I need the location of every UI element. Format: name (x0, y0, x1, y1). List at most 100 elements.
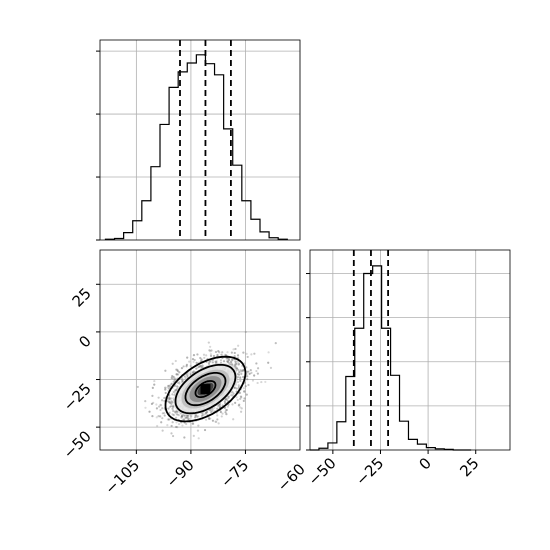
sample-point (245, 366, 248, 369)
sample-point (156, 424, 159, 428)
sample-point (248, 372, 251, 375)
sample-point (191, 422, 194, 425)
sample-point (237, 384, 240, 387)
sample-point (224, 409, 228, 412)
sample-point (246, 355, 249, 359)
sample-point (215, 420, 218, 424)
sample-point (216, 353, 219, 357)
sample-point (200, 358, 203, 361)
sample-point (209, 345, 212, 348)
sample-point (172, 390, 175, 394)
sample-point (172, 409, 175, 413)
sample-point (256, 367, 260, 370)
sample-point (217, 349, 220, 353)
sample-point (220, 353, 223, 356)
sample-point (180, 415, 183, 418)
sample-point (155, 407, 159, 410)
sample-point (241, 369, 244, 373)
sample-point (236, 354, 240, 357)
sample-point (171, 393, 174, 396)
density-contour (194, 380, 217, 398)
sample-point (200, 414, 204, 418)
sample-point (170, 397, 173, 400)
hist0-bar (196, 55, 205, 240)
sample-point (255, 369, 258, 373)
sample-point (253, 352, 256, 355)
sample-point (171, 421, 174, 424)
sample-point (201, 413, 205, 417)
sample-point (219, 410, 222, 414)
sample-point (234, 365, 237, 368)
sample-point (189, 364, 192, 368)
sample-point (160, 399, 164, 402)
hist1-xtick-label: −25 (352, 454, 387, 489)
sample-point (192, 369, 195, 373)
param0-xtick-label: −75 (217, 456, 252, 491)
sample-point (199, 356, 202, 360)
sample-point (175, 421, 178, 424)
hist0-frame (99, 39, 301, 241)
param0-xtick-label: −90 (163, 456, 198, 491)
sample-point (170, 405, 173, 408)
sample-point (136, 385, 139, 389)
sample-point (203, 356, 206, 359)
sample-point (209, 354, 213, 357)
hist1-grid (310, 250, 510, 450)
sample-point (233, 363, 236, 366)
sample-point (239, 377, 242, 380)
sample-point (155, 403, 158, 406)
sample-point (237, 363, 240, 366)
sample-point (171, 401, 174, 404)
sample-point (244, 330, 247, 334)
sample-point (240, 372, 243, 375)
sample-point (269, 366, 273, 369)
sample-point (246, 370, 249, 373)
sample-point (209, 350, 212, 353)
sample-point (244, 385, 247, 388)
sample-point (150, 402, 154, 406)
sample-point (221, 351, 224, 354)
sample-point (213, 406, 216, 409)
sample-point (174, 411, 177, 414)
sample-point (204, 412, 208, 415)
sample-point (170, 382, 173, 385)
sample-point (260, 380, 263, 384)
sample-point (193, 358, 196, 362)
sample-point (208, 417, 211, 420)
sample-point (231, 358, 234, 361)
sample-point (153, 383, 156, 386)
sample-point (246, 378, 249, 381)
sample-point (171, 405, 174, 408)
sample-point (178, 382, 181, 385)
sample-point (238, 371, 241, 374)
sample-point (177, 422, 181, 426)
sample-point (227, 395, 230, 398)
sample-point (232, 348, 235, 351)
density-grid (100, 250, 300, 450)
hist1-step-line (310, 265, 472, 451)
sample-point (159, 403, 162, 406)
sample-point (242, 351, 245, 354)
sample-point (170, 424, 173, 428)
sample-point (223, 406, 227, 409)
sample-point (231, 390, 234, 393)
sample-point (170, 376, 173, 380)
hist0-bar (160, 124, 169, 240)
sample-point (161, 429, 164, 432)
sample-point (191, 357, 195, 361)
sample-point (207, 417, 211, 420)
sample-point (207, 362, 211, 365)
sample-point (196, 415, 199, 418)
sample-point (207, 341, 210, 344)
sample-point (196, 429, 200, 432)
sample-point (151, 415, 154, 418)
sample-point (216, 414, 219, 417)
hist1-bar (328, 443, 337, 450)
sample-point (159, 408, 162, 412)
sample-point (237, 362, 240, 365)
sample-point (229, 361, 232, 364)
sample-point (157, 396, 160, 399)
sample-point (236, 360, 239, 363)
sample-point (155, 416, 158, 419)
sample-point (157, 415, 160, 418)
